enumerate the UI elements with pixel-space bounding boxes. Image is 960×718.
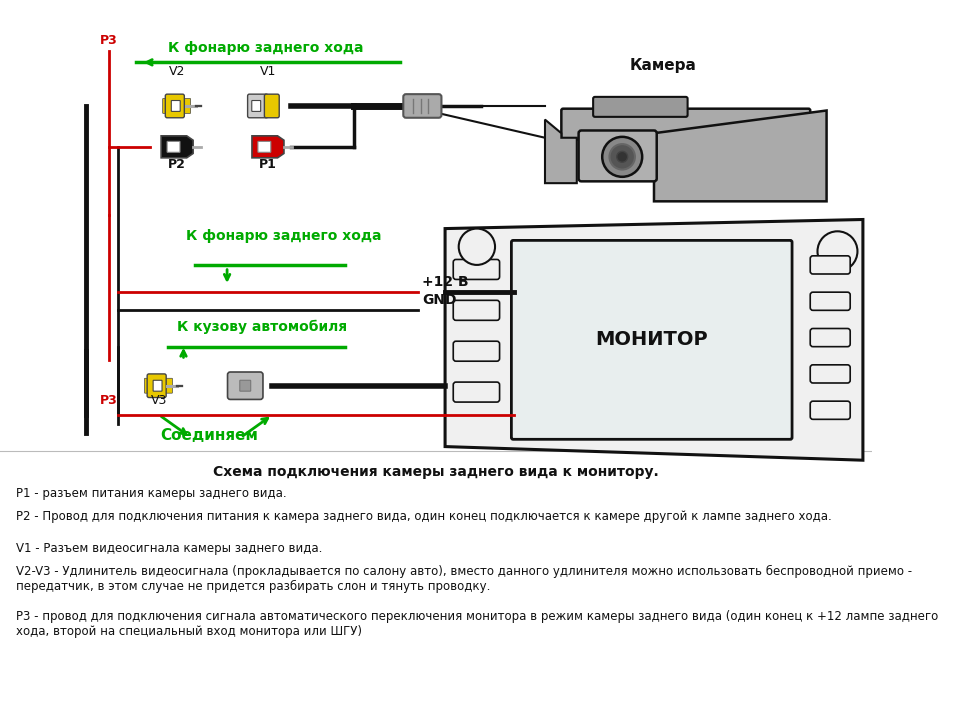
Text: V1 - Разъем видеосигнала камеры заднего вида.: V1 - Разъем видеосигнала камеры заднего …	[16, 542, 323, 555]
Text: К кузову автомобиля: К кузову автомобиля	[178, 320, 348, 334]
Circle shape	[616, 151, 628, 162]
FancyBboxPatch shape	[145, 378, 152, 393]
FancyBboxPatch shape	[512, 241, 792, 439]
FancyBboxPatch shape	[453, 382, 499, 402]
Circle shape	[610, 144, 635, 169]
FancyBboxPatch shape	[810, 401, 851, 419]
Text: P3: P3	[100, 394, 118, 407]
FancyBboxPatch shape	[453, 259, 499, 279]
FancyBboxPatch shape	[453, 341, 499, 361]
Text: К фонарю заднего хода: К фонарю заднего хода	[168, 40, 364, 55]
Text: P1 - разъем питания камеры заднего вида.: P1 - разъем питания камеры заднего вида.	[16, 488, 287, 500]
FancyBboxPatch shape	[810, 365, 851, 383]
FancyBboxPatch shape	[147, 374, 166, 398]
FancyBboxPatch shape	[158, 378, 165, 393]
Polygon shape	[545, 120, 577, 183]
FancyBboxPatch shape	[228, 372, 263, 399]
FancyBboxPatch shape	[162, 98, 170, 113]
Text: V1: V1	[260, 65, 276, 78]
Text: Камера: Камера	[630, 57, 697, 73]
Text: GND: GND	[422, 293, 457, 307]
FancyBboxPatch shape	[264, 94, 279, 118]
FancyBboxPatch shape	[453, 300, 499, 320]
FancyBboxPatch shape	[252, 101, 261, 111]
Text: P3: P3	[100, 34, 118, 47]
Text: P1: P1	[259, 158, 276, 171]
FancyBboxPatch shape	[165, 378, 173, 393]
Text: V2-V3 - Удлинитель видеосигнала (прокладывается по салону авто), вместо данного : V2-V3 - Удлинитель видеосигнала (проклад…	[16, 564, 912, 593]
FancyBboxPatch shape	[152, 378, 158, 393]
Text: К фонарю заднего хода: К фонарю заднего хода	[186, 229, 382, 243]
Text: Соединяем: Соединяем	[160, 428, 258, 443]
Text: МОНИТОР: МОНИТОР	[595, 330, 708, 350]
Polygon shape	[252, 136, 284, 158]
Text: Р3 - провод для подключения сигнала автоматического переключения монитора в режи: Р3 - провод для подключения сигнала авто…	[16, 610, 939, 638]
Text: V2: V2	[169, 65, 185, 78]
FancyBboxPatch shape	[171, 101, 180, 111]
FancyBboxPatch shape	[593, 97, 687, 117]
Text: V3: V3	[151, 394, 167, 407]
FancyBboxPatch shape	[579, 131, 657, 182]
Polygon shape	[654, 111, 827, 201]
FancyBboxPatch shape	[810, 329, 851, 347]
Text: Схема подключения камеры заднего вида к монитору.: Схема подключения камеры заднего вида к …	[213, 465, 659, 479]
Circle shape	[818, 231, 857, 271]
FancyBboxPatch shape	[154, 381, 162, 391]
FancyBboxPatch shape	[177, 98, 183, 113]
Polygon shape	[445, 220, 863, 460]
FancyBboxPatch shape	[170, 98, 177, 113]
Text: +12 B: +12 B	[422, 275, 469, 289]
FancyBboxPatch shape	[165, 94, 184, 118]
FancyBboxPatch shape	[248, 94, 268, 118]
Text: P2: P2	[168, 158, 186, 171]
FancyBboxPatch shape	[258, 141, 271, 152]
FancyBboxPatch shape	[167, 141, 180, 152]
Text: P2 - Провод для подключения питания к камера заднего вида, один конец подключает: P2 - Провод для подключения питания к ка…	[16, 510, 832, 523]
FancyBboxPatch shape	[183, 98, 191, 113]
FancyBboxPatch shape	[240, 381, 251, 391]
Circle shape	[602, 137, 642, 177]
FancyBboxPatch shape	[562, 108, 810, 139]
FancyBboxPatch shape	[403, 94, 442, 118]
FancyBboxPatch shape	[810, 292, 851, 310]
Circle shape	[459, 228, 495, 265]
Polygon shape	[161, 136, 193, 158]
FancyBboxPatch shape	[810, 256, 851, 274]
